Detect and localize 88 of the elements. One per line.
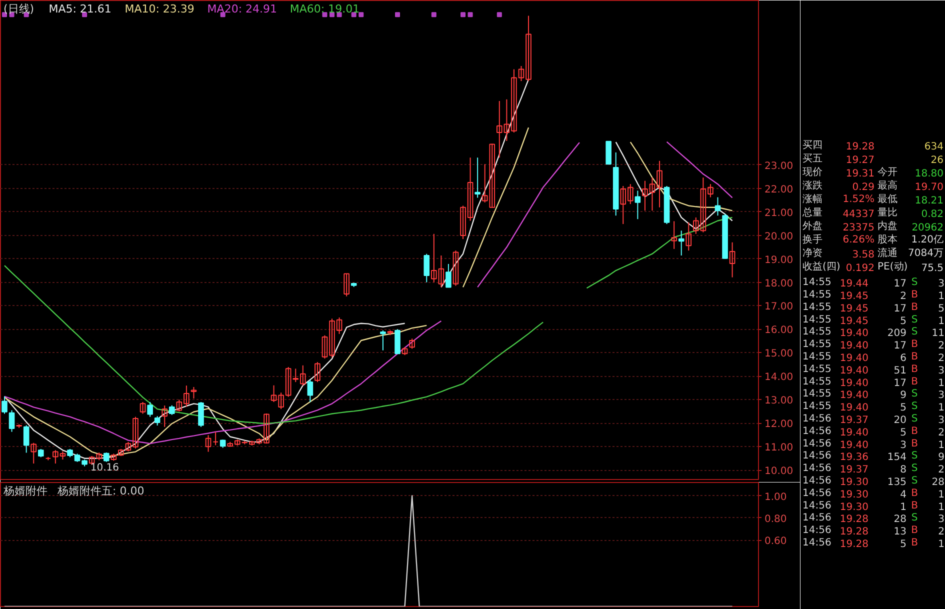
- candlestick: [380, 330, 386, 351]
- text: 涨幅 1.52% 最低 18.21: [802, 194, 944, 206]
- text: 买四 19.28 634: [802, 140, 944, 152]
- text: 净资 3.58 流通 7084万: [802, 248, 944, 260]
- candlestick: [671, 220, 677, 250]
- text: MA5: 21.61: [48, 2, 112, 16]
- y-tick-label: 19.00: [764, 254, 794, 266]
- candlestick: [140, 402, 146, 414]
- candlestick: [606, 140, 612, 165]
- candlestick: [190, 386, 197, 399]
- text: 14:56 19.40 3 B 1: [802, 438, 945, 451]
- text: 14:55 19.40 9 S 3: [802, 388, 945, 402]
- candlestick: [634, 190, 641, 220]
- y-tick-label: 20.00: [764, 231, 794, 242]
- candlestick: [103, 452, 110, 462]
- candlestick: [424, 253, 430, 283]
- y-tick-label: 15.00: [764, 348, 794, 360]
- annotation: 10.16: [90, 462, 120, 474]
- candlestick: [2, 396, 8, 414]
- text: 14:56 19.37 20 S 3: [802, 414, 945, 426]
- candlestick: [729, 242, 736, 278]
- text: 14:56 19.28 5 B 1: [802, 538, 945, 550]
- candlestick: [198, 402, 204, 428]
- candlestick: [344, 273, 350, 297]
- candlestick: [162, 405, 168, 428]
- y-tick-label: 22.00: [764, 184, 794, 196]
- candlestick: [678, 230, 684, 256]
- candlestick: [314, 362, 320, 383]
- y-tick-label: 21.00: [764, 208, 794, 219]
- candlestick: [686, 222, 692, 252]
- y-tick-label: 0.80: [764, 514, 787, 525]
- text: 14:55 19.45 5 S 1: [802, 314, 945, 327]
- text: 14:55 19.40 17 B 1: [802, 376, 945, 389]
- text: 14:56 19.37 8 S 2: [802, 463, 945, 476]
- text: MA60: 19.01: [290, 2, 360, 16]
- text: 14:55 19.40 51 B 3: [802, 364, 945, 376]
- y-tick-label: 1.00: [764, 492, 787, 503]
- y-tick-label: 12.00: [764, 419, 794, 430]
- text: 杨婿附件五: 0.00: [56, 484, 144, 498]
- candlestick: [452, 250, 459, 286]
- y-tick-label: 23.00: [764, 160, 794, 172]
- candlestick: [446, 263, 452, 288]
- candlestick: [30, 442, 37, 464]
- text: 14:56 19.36 154 S 9: [802, 450, 945, 464]
- y-tick-label: 10.00: [764, 466, 794, 478]
- y-tick-label: 11.00: [764, 442, 794, 454]
- text: 总量 44337 量比 0.82: [802, 208, 944, 220]
- text: 14:56 19.28 28 S 3: [802, 512, 945, 526]
- candlestick: [474, 157, 480, 198]
- candlestick: [168, 404, 175, 416]
- text: 14:56 19.30 1 B 1: [802, 500, 945, 513]
- y-tick-label: 0.60: [764, 536, 787, 548]
- candlestick: [154, 416, 160, 426]
- text: 14:55 19.45 2 B 1: [802, 290, 945, 302]
- text: 14:56 19.30 4 B 1: [802, 488, 945, 500]
- candlestick: [205, 434, 212, 452]
- text: 14:55 19.40 6 B 2: [802, 352, 945, 364]
- candlestick: [8, 410, 15, 432]
- candlestick: [714, 196, 721, 216]
- y-tick-label: 18.00: [764, 278, 794, 290]
- candlestick: [409, 338, 415, 350]
- text: 14:55 19.40 17 B 2: [802, 339, 945, 352]
- text: 换手 6.26% 股本 1.20亿: [802, 234, 944, 246]
- text: 14:55 19.44 17 S 3: [802, 277, 945, 290]
- candlestick: [147, 402, 153, 418]
- text: 外盘 23375 内盘 20962: [802, 221, 944, 234]
- candlestick: [394, 328, 400, 354]
- y-tick-label: 17.00: [764, 302, 794, 313]
- text: 买五 19.27 26: [802, 154, 944, 166]
- chart-title: 杨婿附件: [2, 484, 48, 498]
- text: 14:56 19.40 5 B 2: [802, 426, 945, 438]
- text: MA20: 24.91: [207, 2, 278, 16]
- text: MA10: 23.39: [124, 2, 194, 16]
- y-tick-label: 13.00: [764, 396, 794, 407]
- candlestick: [307, 379, 314, 403]
- text: 14:55 19.45 17 B 5: [802, 302, 945, 314]
- y-tick-label: 14.00: [764, 372, 794, 384]
- text: 14:56 19.30 135 S 28: [802, 476, 945, 488]
- text: 涨跌 0.29 最高 19.70: [802, 180, 944, 193]
- text: 14:56 19.28 13 B 2: [802, 525, 945, 538]
- chart-title: (日线): [4, 2, 34, 16]
- text: 收益(四) 0.192 PE(动) 75.5: [802, 262, 944, 274]
- y-tick-label: 16.00: [764, 325, 794, 336]
- text: 14:55 19.40 209 S 11: [802, 326, 945, 340]
- candlestick: [23, 424, 30, 454]
- candlestick: [212, 431, 218, 446]
- text: 现价 19.31 今开 18.80: [802, 167, 944, 180]
- text: 14:55 19.40 5 S 1: [802, 401, 945, 414]
